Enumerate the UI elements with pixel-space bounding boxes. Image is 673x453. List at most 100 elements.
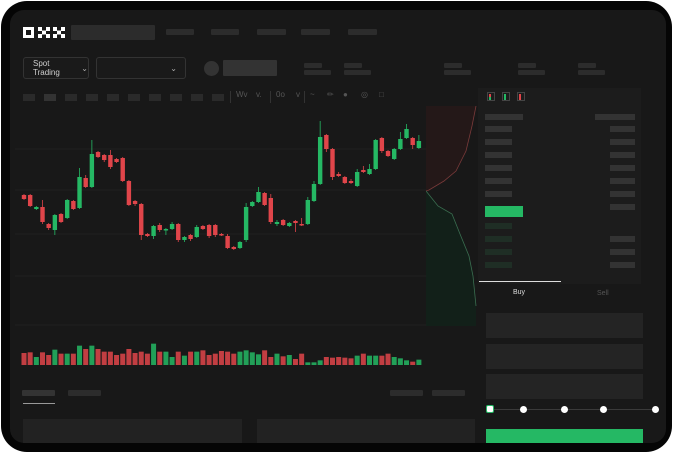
slider-step-75[interactable] bbox=[600, 406, 607, 413]
timeframe-button[interactable] bbox=[149, 94, 161, 101]
candle-body bbox=[348, 181, 354, 183]
candle-body bbox=[256, 192, 261, 202]
indicator-icon[interactable]: Wv bbox=[236, 90, 248, 99]
candle-body bbox=[176, 224, 181, 240]
coin-icon bbox=[204, 61, 219, 76]
timeframe-button[interactable] bbox=[86, 94, 98, 101]
orderbook-both-icon[interactable] bbox=[487, 92, 495, 101]
spot-trading-dropdown[interactable]: Spot Trading ⌄ bbox=[23, 57, 89, 79]
volume-bar bbox=[317, 360, 323, 365]
buy-tab-indicator bbox=[479, 281, 561, 282]
line-tool-icon[interactable]: ~ bbox=[310, 90, 315, 99]
trading-mode-label: Spot Trading bbox=[33, 59, 60, 77]
volume-bar bbox=[181, 355, 187, 365]
slider-handle[interactable] bbox=[486, 405, 494, 413]
volume-bar bbox=[262, 350, 268, 365]
timeframe-button[interactable] bbox=[191, 94, 203, 101]
timeframe-button[interactable] bbox=[128, 94, 140, 101]
amount-slider-track[interactable] bbox=[490, 409, 658, 410]
amount-input[interactable] bbox=[486, 344, 643, 369]
volume-bar bbox=[77, 345, 83, 365]
ask-price bbox=[485, 165, 512, 171]
volume-bar bbox=[404, 360, 410, 365]
candle-body bbox=[27, 195, 33, 206]
fullscreen-icon[interactable]: □ bbox=[379, 90, 384, 99]
candle-body bbox=[95, 152, 101, 157]
chevron-down-icon[interactable]: v. bbox=[256, 90, 262, 99]
volume-bar bbox=[83, 349, 89, 365]
volume-bar bbox=[114, 355, 120, 365]
volume-bar bbox=[200, 350, 206, 365]
tab-buy[interactable]: Buy bbox=[513, 289, 526, 296]
candle-body bbox=[237, 242, 243, 248]
timeframe-button[interactable] bbox=[107, 94, 119, 101]
slider-step-25[interactable] bbox=[520, 406, 527, 413]
ask-amount bbox=[610, 152, 635, 158]
target-icon[interactable]: ◎ bbox=[361, 90, 368, 99]
candle-body bbox=[89, 154, 95, 187]
camera-icon[interactable]: ● bbox=[343, 90, 348, 99]
volume-bar bbox=[169, 357, 175, 365]
timeframe-button[interactable] bbox=[65, 94, 77, 101]
volume-bar bbox=[95, 349, 101, 365]
ruler-icon[interactable]: ✏ bbox=[327, 90, 334, 99]
nav-item[interactable] bbox=[211, 29, 239, 35]
timeframe-button[interactable] bbox=[170, 94, 182, 101]
timeframe-button[interactable] bbox=[23, 94, 35, 101]
candle-body bbox=[213, 225, 218, 235]
slider-step-100[interactable] bbox=[652, 406, 659, 413]
tab-sell[interactable]: Sell bbox=[597, 290, 609, 297]
candle-body bbox=[169, 224, 175, 229]
candle-body bbox=[200, 226, 206, 229]
nav-item[interactable] bbox=[301, 29, 330, 35]
search-bar[interactable] bbox=[71, 25, 155, 40]
filter-button[interactable] bbox=[432, 390, 465, 396]
candle-body bbox=[317, 137, 323, 184]
candle-body bbox=[299, 224, 304, 226]
orderbook-bids-icon[interactable] bbox=[502, 92, 510, 101]
filter-button[interactable] bbox=[390, 390, 423, 396]
slider-step-50[interactable] bbox=[561, 406, 568, 413]
volume-bar bbox=[144, 353, 150, 365]
candle-body bbox=[324, 135, 329, 149]
nav-item[interactable] bbox=[257, 29, 286, 35]
price-input[interactable] bbox=[486, 313, 643, 338]
orderbook-asks-icon[interactable] bbox=[517, 92, 525, 101]
active-tab-indicator bbox=[23, 403, 55, 404]
volume-bar bbox=[292, 359, 298, 365]
volume-bar bbox=[212, 353, 218, 365]
timeframe-button[interactable] bbox=[44, 94, 56, 101]
candle-body bbox=[139, 204, 144, 235]
candlestick-chart[interactable] bbox=[10, 10, 480, 380]
volume-bar bbox=[342, 357, 348, 365]
tab-open-orders[interactable] bbox=[22, 390, 55, 396]
orderbook-header-amount bbox=[595, 114, 635, 120]
volume-bar bbox=[157, 351, 163, 365]
stat-value bbox=[518, 70, 545, 75]
candle-type-icon[interactable]: 0o bbox=[276, 90, 285, 99]
buy-button[interactable] bbox=[486, 429, 643, 443]
volume-bar bbox=[151, 343, 157, 365]
orderbook-header-price bbox=[485, 114, 523, 120]
volume-bar bbox=[126, 349, 132, 365]
volume-bar bbox=[274, 353, 280, 365]
nav-item[interactable] bbox=[348, 29, 377, 35]
candle-body bbox=[77, 177, 82, 208]
timeframe-button[interactable] bbox=[212, 94, 224, 101]
pair-price bbox=[223, 60, 277, 76]
candle-body bbox=[287, 223, 292, 226]
chevron-down-icon[interactable]: v bbox=[296, 90, 300, 99]
depth-chart bbox=[426, 106, 477, 326]
candle-body bbox=[102, 155, 107, 160]
volume-bar bbox=[379, 355, 385, 365]
tab-order-history[interactable] bbox=[68, 390, 101, 396]
pair-dropdown[interactable]: ⌄ bbox=[96, 57, 186, 79]
volume-bar bbox=[52, 349, 58, 365]
candle-body bbox=[145, 234, 150, 236]
total-input[interactable] bbox=[486, 374, 643, 399]
candle-body bbox=[274, 222, 280, 224]
candle-body bbox=[231, 247, 236, 249]
ask-amount bbox=[610, 126, 635, 132]
nav-item[interactable] bbox=[166, 29, 194, 35]
volume-bar bbox=[410, 361, 416, 365]
